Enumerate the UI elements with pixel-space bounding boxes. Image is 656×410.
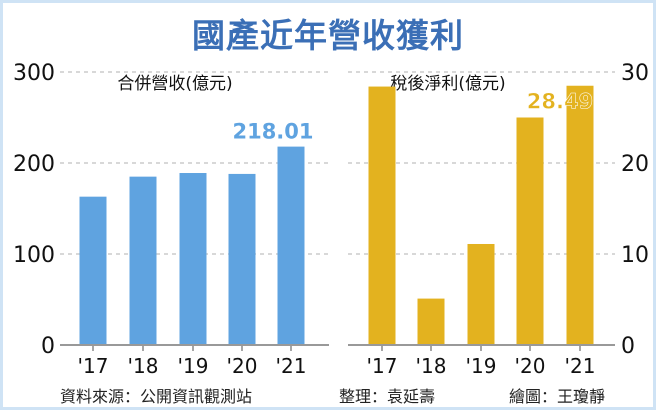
y-tick-label: 0 <box>41 334 55 359</box>
chart-title: 國產近年營收獲利 <box>192 16 464 55</box>
charts-svg: 0 100 200 300 合併營收(億元) '17 '18 '19 '20 '21 218.01 0… <box>13 61 649 378</box>
y-tick-label: 10 <box>621 243 649 268</box>
x-tick-label: '21 <box>276 354 307 378</box>
x-tick-label: '20 <box>515 354 546 378</box>
data-label: 28.49 <box>527 90 593 114</box>
x-tick-label: '21 <box>565 354 596 378</box>
bar-19 <box>179 173 207 345</box>
bar-17 <box>79 196 107 345</box>
x-tick-label: '20 <box>227 354 258 378</box>
bar-20 <box>516 117 544 345</box>
x-tick-label: '18 <box>128 354 159 378</box>
bar-19 <box>467 243 495 345</box>
y-tick-label: 30 <box>621 61 649 86</box>
y-tick-label: 300 <box>13 61 55 86</box>
x-tick-label: '18 <box>416 354 447 378</box>
bar-20 <box>228 173 256 345</box>
editor-note: 整理：袁延壽 <box>339 387 436 406</box>
bar-18 <box>129 176 157 345</box>
y-tick-label: 200 <box>13 152 55 177</box>
bar-17 <box>368 86 396 345</box>
y-tick-label: 100 <box>13 243 55 268</box>
x-tick-label: '19 <box>466 354 497 378</box>
y-tick-label: 0 <box>621 334 635 359</box>
bar-21 <box>277 146 305 345</box>
x-tick-label: '17 <box>367 354 398 378</box>
bar-18 <box>417 298 445 345</box>
illustrator-note: 繪圖：王瓊靜 <box>509 387 606 406</box>
data-label: 218.01 <box>232 120 313 144</box>
y-tick-label: 20 <box>621 152 649 177</box>
bar-21 <box>566 85 594 345</box>
source-note: 資料來源：公開資訊觀測站 <box>60 387 253 406</box>
panel-title: 合併營收(億元) <box>117 74 232 94</box>
x-tick-label: '17 <box>78 354 109 378</box>
panel-title: 稅後淨利(億元) <box>390 74 505 94</box>
x-tick-label: '19 <box>178 354 209 378</box>
